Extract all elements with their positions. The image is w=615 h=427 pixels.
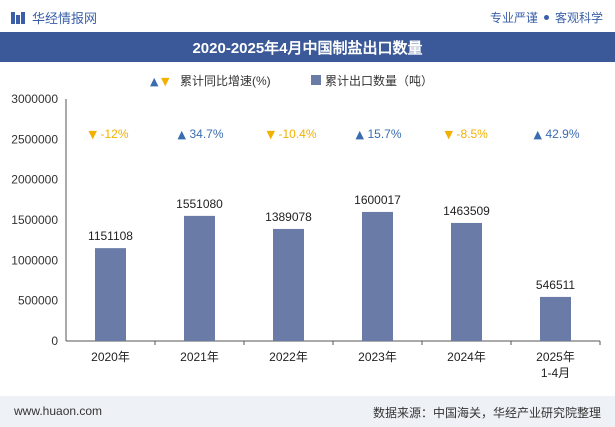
chart-title-bar: 2020-2025年4月中国制盐出口数量 [0,32,615,62]
bar [451,222,482,341]
y-tick-label: 2000000 [11,173,58,187]
bar-value-label: 1151108 [88,229,133,243]
y-tick-label: 3000000 [11,92,58,106]
legend-bar-swatch [311,75,321,85]
bar-value-label: 1389078 [265,210,312,224]
x-tick-label: 2025年 [536,350,575,364]
y-tick-label: 2500000 [11,132,58,146]
growth-down-triangle-icon: ▼ [267,128,276,141]
x-tick-label: 2021年 [180,350,219,364]
bar [273,228,304,341]
slogan-2: 客观科学 [554,11,603,25]
footer: www.huaon.com 数据来源：中国海关，华经产业研究院整理 [0,396,615,427]
separator-dot-icon [543,15,549,20]
growth-value-label: 42.9% [546,127,580,141]
slogan-1: 专业严谨 [489,11,538,25]
x-tick-label: 2024年 [447,350,486,364]
growth-down-triangle-icon: ▼ [445,128,454,141]
legend-down-triangle-icon: ▼ [161,75,170,88]
bar-value-label: 546511 [536,278,575,292]
y-tick-label: 1000000 [11,253,58,267]
footer-source: 数据来源：中国海关，华经产业研究院整理 [372,406,601,420]
x-tick-label: 2022年 [269,350,308,364]
chart-title: 2020-2025年4月中国制盐出口数量 [192,39,423,57]
bar [184,215,215,341]
bar [362,211,393,341]
growth-up-triangle-icon: ▲ [356,128,365,141]
growth-value-label: 15.7% [368,127,402,141]
growth-up-triangle-icon: ▲ [178,128,187,141]
growth-up-triangle-icon: ▲ [534,128,543,141]
y-tick-label: 0 [51,334,58,348]
legend-up-triangle-icon: ▲ [150,75,159,88]
bar-value-label: 1551080 [176,197,223,211]
growth-value-label: -8.5% [457,127,489,141]
top-bar: 华经情报网 专业严谨 客观科学 [0,0,615,32]
growth-value-label: -12% [101,127,129,141]
x-tick-label: 2023年 [358,350,397,364]
brand-logo-icon [11,11,25,24]
bar [95,248,126,341]
growth-down-triangle-icon: ▼ [89,128,98,141]
legend-bar-label: 累计出口数量（吨） [325,73,433,88]
bar-chart: ▲ ▼ 累计同比增速(%) 累计出口数量（吨）30000002500000200000… [11,73,601,380]
bar-value-label: 1600017 [354,193,401,207]
y-tick-label: 1500000 [11,213,58,227]
legend-growth-label: 累计同比增速(%) [180,74,271,88]
growth-value-label: 34.7% [190,127,224,141]
y-tick-label: 500000 [18,294,58,308]
bar-value-label: 1463509 [443,204,490,218]
footer-website[interactable]: www.huaon.com [14,404,103,418]
logo: 华经情报网 [10,8,97,27]
bar [540,296,571,341]
growth-value-label: -10.4% [279,127,317,141]
slogan: 专业严谨 客观科学 [490,9,603,26]
brand-name: 华经情报网 [32,11,98,26]
x-tick-label: 1-4月 [541,366,570,380]
x-tick-label: 2020年 [91,350,130,364]
